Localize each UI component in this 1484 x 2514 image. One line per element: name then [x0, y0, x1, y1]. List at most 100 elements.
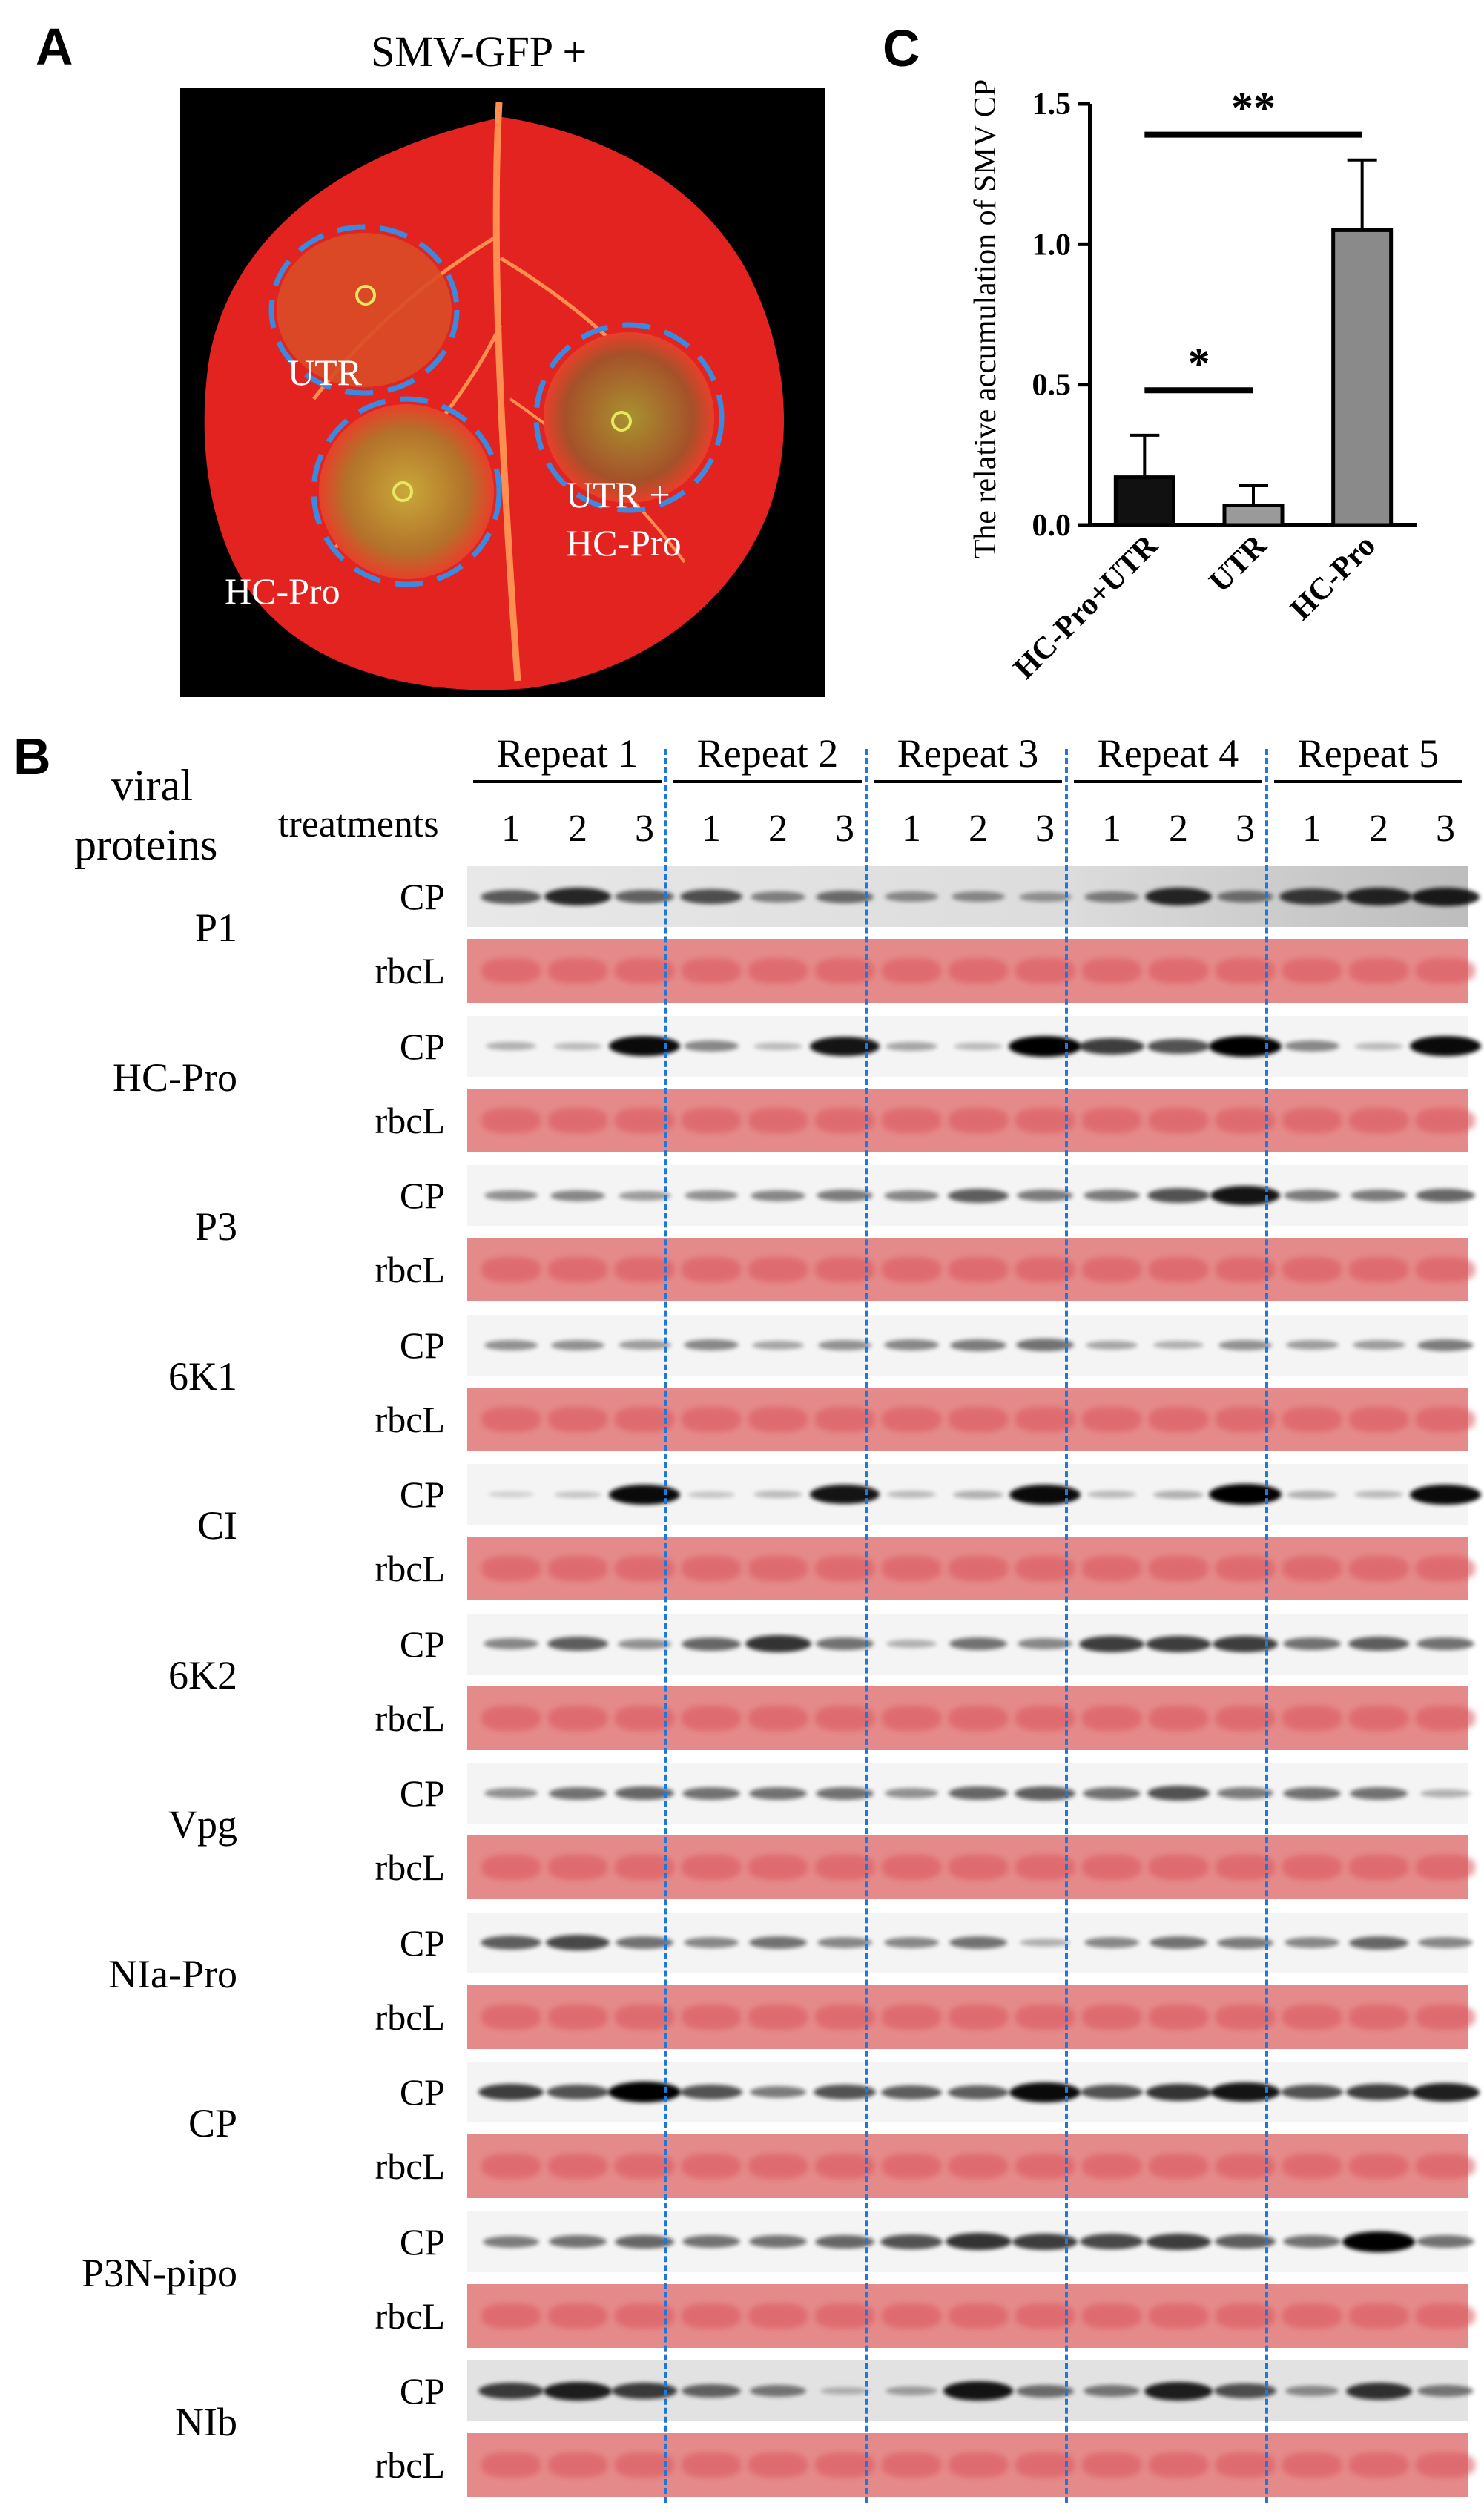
rbcl-band: [1082, 1556, 1141, 1581]
protein-band: [1009, 1484, 1081, 1505]
cp-blot-strip: [467, 1912, 1474, 1973]
repeat-underline: [673, 780, 862, 783]
y-tick-label: 0.0: [1032, 509, 1072, 543]
panel-b-letter: B: [13, 728, 51, 785]
rbcl-band: [682, 958, 741, 983]
treatment-number: 3: [1035, 808, 1055, 850]
row-label-cp: CP: [399, 876, 445, 917]
protein-band: [547, 2085, 609, 2099]
rbcl-band: [615, 1705, 674, 1731]
bar-chart: 0.0 0.5 1.0 1.5 The relative accumulation of…: [969, 79, 1417, 686]
rbcl-blot-strip: [467, 1835, 1475, 1899]
row-label-rbcl: rbcL: [375, 1398, 445, 1440]
rbcl-band: [548, 2452, 607, 2478]
row-label-cp: CP: [399, 2071, 445, 2113]
protein-band: [1417, 2385, 1474, 2397]
protein-band: [1209, 1035, 1282, 1057]
rbcl-band: [682, 2004, 741, 2030]
viral-protein-label: NIb: [175, 2400, 237, 2444]
rbcl-band: [1282, 1406, 1342, 1432]
treatment-number: 1: [501, 808, 521, 850]
cp-blot-strip: [467, 2211, 1475, 2272]
rbcl-band: [1216, 958, 1275, 983]
rbcl-blot-strip: [467, 2283, 1475, 2348]
rbcl-band: [882, 2303, 941, 2329]
rbcl-band: [1416, 1705, 1475, 1731]
row-label-cp: CP: [399, 1025, 445, 1067]
rbcl-band: [1015, 2154, 1075, 2179]
row-label-rbcl: rbcL: [375, 1847, 445, 1888]
rbcl-band: [882, 1705, 941, 1731]
rbcl-band: [1149, 1257, 1208, 1282]
protein-band: [1416, 2235, 1475, 2248]
rbcl-band: [815, 1107, 874, 1133]
rbcl-band: [949, 2154, 1008, 2179]
rbcl-band: [615, 1406, 674, 1432]
leaf-label-utr-hcpro-line2: HC-Pro: [566, 522, 682, 564]
rbcl-band: [481, 1855, 541, 1880]
rbcl-band: [949, 1107, 1008, 1133]
cp-blot-strip: [467, 866, 1480, 927]
protein-band: [1081, 2085, 1143, 2099]
rbcl-band: [949, 1705, 1008, 1731]
viral-protein-label: Vpg: [168, 1802, 237, 1847]
y-tick-label: 1.0: [1032, 228, 1072, 262]
protein-band: [949, 1637, 1008, 1650]
protein-band: [886, 1640, 937, 1648]
treatment-number: 1: [702, 808, 721, 850]
rbcl-band: [815, 1406, 874, 1432]
treatment-number: 3: [635, 808, 654, 850]
rbcl-band: [949, 958, 1008, 983]
treatment-number: 1: [1102, 808, 1121, 850]
rbcl-band: [615, 2154, 674, 2179]
protein-band: [1279, 888, 1345, 905]
rbcl-band: [682, 1705, 741, 1731]
rbcl-band: [615, 1556, 674, 1581]
protein-band: [553, 1042, 602, 1050]
row-label-cp: CP: [399, 2370, 445, 2412]
protein-band: [1012, 2233, 1078, 2250]
treatment-number: 3: [1236, 808, 1255, 850]
rbcl-band: [548, 1406, 607, 1432]
protein-band: [682, 1786, 741, 1800]
protein-band: [486, 1042, 536, 1050]
protein-band: [1409, 1036, 1482, 1056]
rbcl-band: [481, 1257, 541, 1282]
rbcl-band: [1349, 1556, 1408, 1581]
protein-band: [612, 2383, 677, 2399]
rbcl-band: [1149, 1107, 1208, 1133]
protein-band: [484, 1190, 538, 1201]
repeat-label: Repeat 4: [1097, 731, 1239, 776]
rbcl-blot-strip: [467, 1686, 1475, 1750]
rbcl-band: [1216, 2452, 1275, 2478]
rbcl-band: [1349, 1406, 1408, 1432]
leaf-graphic: [204, 102, 784, 690]
protein-band: [615, 890, 674, 903]
rbcl-band: [1282, 2004, 1342, 2030]
leaf-label-utr-hcpro-line1: UTR +: [566, 474, 670, 515]
rbcl-band: [949, 2303, 1008, 2329]
protein-band: [1018, 891, 1072, 902]
rbcl-band: [615, 1257, 674, 1282]
cp-blot-strip: [467, 1763, 1471, 1824]
row-label-rbcl: rbcL: [375, 1249, 445, 1290]
rbcl-band: [748, 1257, 808, 1282]
x-tick-label: HC-Pro+UTR: [1007, 528, 1165, 686]
cp-blot-strip: [467, 1464, 1482, 1525]
rbcl-band: [1282, 1705, 1342, 1731]
rbcl-band: [1416, 2004, 1475, 2030]
rbcl-band: [1416, 958, 1475, 983]
rbcl-band: [748, 1107, 808, 1133]
rbcl-band: [1416, 1406, 1475, 1432]
rbcl-band: [1416, 2154, 1475, 2179]
protein-band: [1409, 1484, 1482, 1505]
protein-band: [1411, 887, 1480, 906]
protein-band: [1147, 1038, 1210, 1054]
protein-band: [1345, 888, 1413, 905]
cp-blot-strip: [467, 2360, 1474, 2421]
protein-band: [949, 1936, 1008, 1949]
rbcl-band: [815, 2303, 874, 2329]
y-tick-label: 0.5: [1032, 369, 1072, 403]
header-viral: viral: [111, 761, 193, 810]
rbcl-band: [1216, 2004, 1275, 2030]
